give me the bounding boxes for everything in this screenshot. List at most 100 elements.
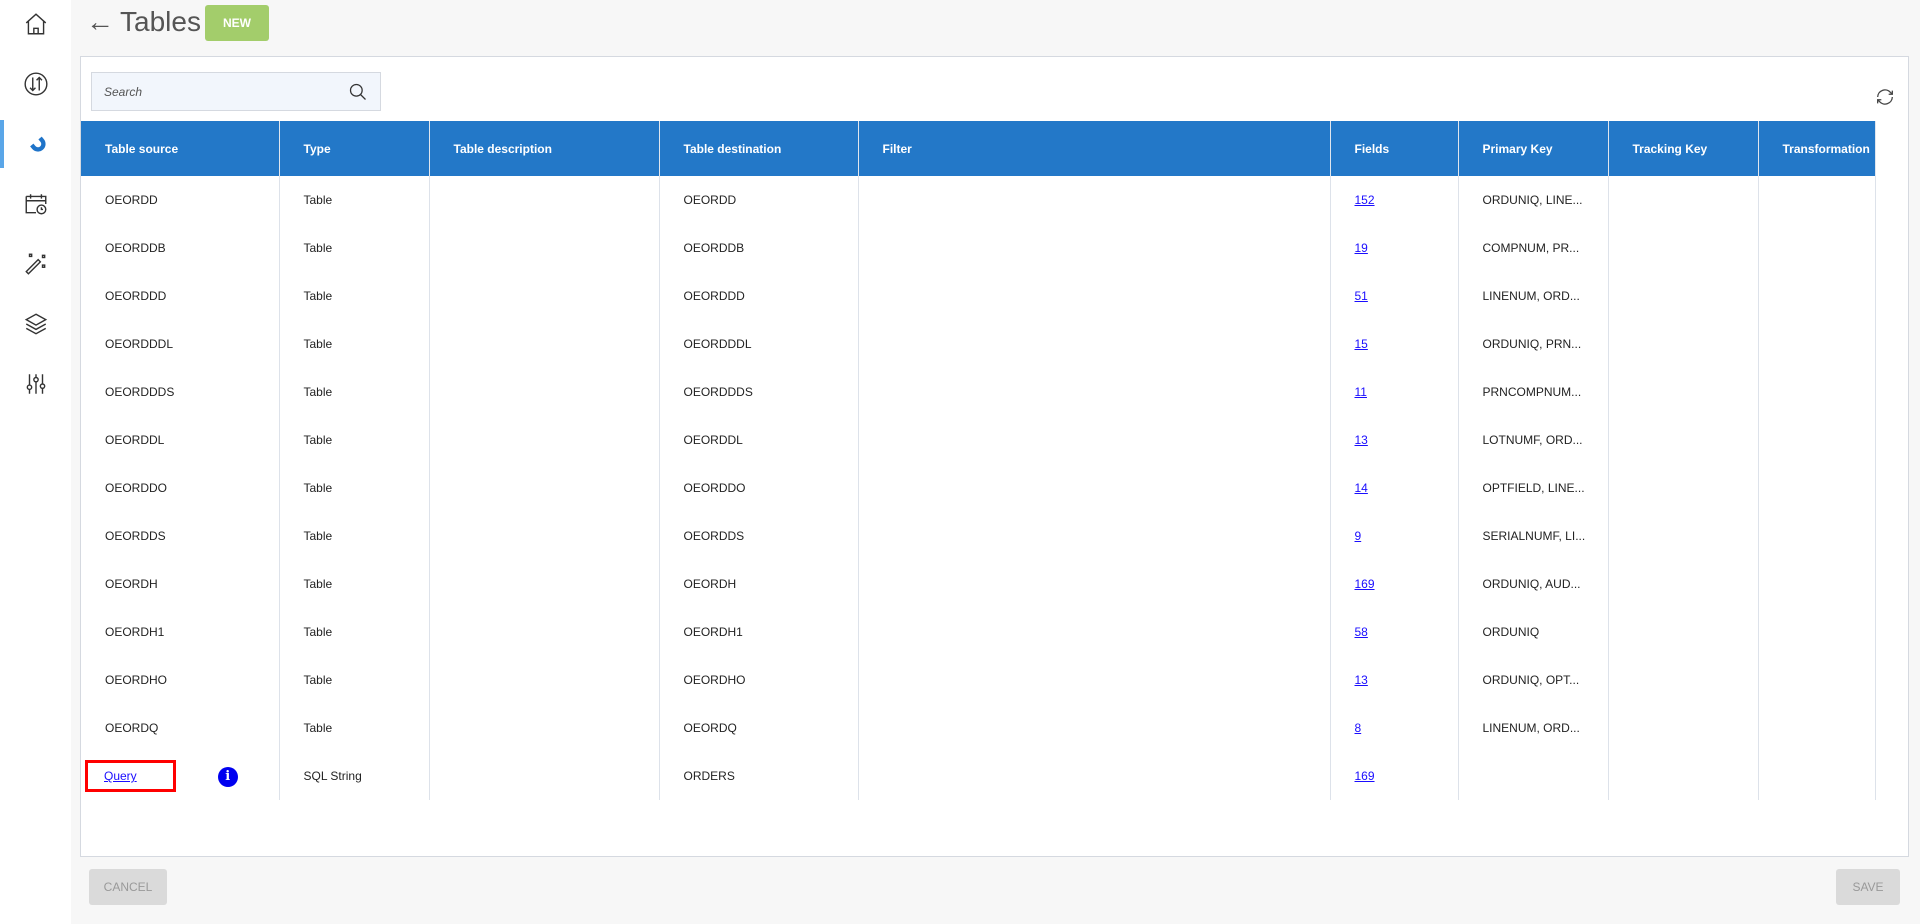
sidebar-item-schedule[interactable] [0, 180, 71, 228]
cell-type: SQL String [279, 752, 430, 800]
query-link[interactable]: Query [104, 769, 137, 783]
cell-description [429, 608, 660, 656]
cell-type: Table [279, 368, 430, 416]
fields-link[interactable]: 58 [1354, 625, 1368, 639]
sidebar-item-connectors[interactable] [0, 120, 71, 168]
fields-link[interactable]: 8 [1354, 721, 1362, 735]
cell-primary-key: ORDUNIQ, AUD... [1458, 560, 1609, 608]
table-row[interactable]: OEORDH1 Table OEORDH1 58 ORDUNIQ [81, 608, 1876, 656]
table-row[interactable]: OEORDDL Table OEORDDL 13 LOTNUMF, ORD... [81, 416, 1876, 464]
table-row[interactable]: OEORDDDL Table OEORDDDL 15 ORDUNIQ, PRN... [81, 320, 1876, 368]
cell-primary-key: SERIALNUMF, LI... [1458, 512, 1609, 560]
cell-fields: 11 [1330, 368, 1459, 416]
fields-link[interactable]: 169 [1354, 769, 1375, 783]
cell-source: OEORDQ [81, 704, 280, 752]
cell-description [429, 464, 660, 512]
save-button[interactable]: SAVE [1836, 869, 1900, 905]
cell-description [429, 560, 660, 608]
home-icon [25, 13, 46, 35]
column-header[interactable]: Filter [858, 121, 1331, 176]
new-button[interactable]: NEW [205, 5, 269, 41]
cell-type: Table [279, 416, 430, 464]
column-header[interactable]: Primary Key [1458, 121, 1609, 176]
sidebar-item-transfer[interactable] [0, 60, 71, 108]
fields-link[interactable]: 19 [1354, 241, 1368, 255]
cell-source: OEORDDD [81, 272, 280, 320]
search-input[interactable]: Search [91, 72, 381, 111]
cell-type: Table [279, 176, 430, 224]
fields-link[interactable]: 11 [1354, 385, 1367, 399]
fields-link[interactable]: 13 [1354, 673, 1368, 687]
sidebar-item-transform[interactable] [0, 240, 71, 288]
cell-tracking-key [1608, 656, 1759, 704]
cell-source: OEORDDO [81, 464, 280, 512]
table-row[interactable]: OEORDDS Table OEORDDS 9 SERIALNUMF, LI... [81, 512, 1876, 560]
cell-transformation [1758, 560, 1876, 608]
cell-tracking-key [1608, 368, 1759, 416]
cell-source: OEORDDB [81, 224, 280, 272]
cell-transformation [1758, 464, 1876, 512]
sidebar-item-layers[interactable] [0, 300, 71, 348]
cell-description [429, 512, 660, 560]
column-header[interactable]: Table source [81, 121, 280, 176]
cell-fields: 19 [1330, 224, 1459, 272]
cell-fields: 15 [1330, 320, 1459, 368]
cell-destination: OEORDDS [659, 512, 859, 560]
cell-filter [858, 176, 1331, 224]
cell-filter [858, 368, 1331, 416]
cell-primary-key: ORDUNIQ, LINE... [1458, 176, 1609, 224]
cell-primary-key: ORDUNIQ [1458, 608, 1609, 656]
sidebar [0, 0, 71, 924]
cell-source: OEORDD [81, 176, 280, 224]
sidebar-item-settings[interactable] [0, 360, 71, 408]
column-header[interactable]: Tracking Key [1608, 121, 1759, 176]
table-row[interactable]: OEORDDB Table OEORDDB 19 COMPNUM, PR... [81, 224, 1876, 272]
info-icon[interactable]: i [217, 766, 238, 787]
cell-tracking-key [1608, 464, 1759, 512]
refresh-icon[interactable] [1874, 86, 1896, 108]
cell-transformation [1758, 176, 1876, 224]
fields-link[interactable]: 51 [1354, 289, 1368, 303]
table-row[interactable]: OEORDHO Table OEORDHO 13 ORDUNIQ, OPT... [81, 656, 1876, 704]
back-arrow-icon[interactable]: ← [86, 6, 114, 37]
cell-filter [858, 320, 1331, 368]
column-header[interactable]: Type [279, 121, 430, 176]
column-header[interactable]: Transformation [1758, 121, 1876, 176]
layers-icon [24, 313, 47, 335]
query-row[interactable]: Query i SQL String ORDERS 169 [81, 752, 1876, 800]
cell-description [429, 416, 660, 464]
fields-link[interactable]: 14 [1354, 481, 1368, 495]
table-row[interactable]: OEORDDDS Table OEORDDDS 11 PRNCOMPNUM... [81, 368, 1876, 416]
cell-tracking-key [1608, 608, 1759, 656]
column-header[interactable]: Table description [429, 121, 660, 176]
column-header[interactable]: Table destination [659, 121, 859, 176]
cell-type: Table [279, 608, 430, 656]
cell-filter [858, 752, 1331, 800]
cell-type: Table [279, 464, 430, 512]
cancel-button[interactable]: CANCEL [89, 869, 167, 905]
cell-type: Table [279, 272, 430, 320]
cell-fields: 51 [1330, 272, 1459, 320]
table-row[interactable]: OEORDH Table OEORDH 169 ORDUNIQ, AUD... [81, 560, 1876, 608]
cell-primary-key: PRNCOMPNUM... [1458, 368, 1609, 416]
table-row[interactable]: OEORDD Table OEORDD 152 ORDUNIQ, LINE... [81, 176, 1876, 224]
cell-type: Table [279, 656, 430, 704]
fields-link[interactable]: 152 [1354, 193, 1375, 207]
column-header[interactable]: Fields [1330, 121, 1459, 176]
table-row[interactable]: OEORDDO Table OEORDDO 14 OPTFIELD, LINE... [81, 464, 1876, 512]
table-row[interactable]: OEORDQ Table OEORDQ 8 LINENUM, ORD... [81, 704, 1876, 752]
cell-source: OEORDHO [81, 656, 280, 704]
cell-type: Table [279, 560, 430, 608]
fields-link[interactable]: 169 [1354, 577, 1375, 591]
sidebar-item-home[interactable] [0, 0, 71, 48]
cell-description [429, 752, 660, 800]
fields-link[interactable]: 9 [1354, 529, 1362, 543]
cell-type: Table [279, 320, 430, 368]
search-icon[interactable] [348, 82, 368, 102]
cell-destination: OEORDDO [659, 464, 859, 512]
fields-link[interactable]: 15 [1354, 337, 1368, 351]
fields-link[interactable]: 13 [1354, 433, 1368, 447]
table-row[interactable]: OEORDDD Table OEORDDD 51 LINENUM, ORD... [81, 272, 1876, 320]
cell-fields: 152 [1330, 176, 1459, 224]
cell-filter [858, 272, 1331, 320]
